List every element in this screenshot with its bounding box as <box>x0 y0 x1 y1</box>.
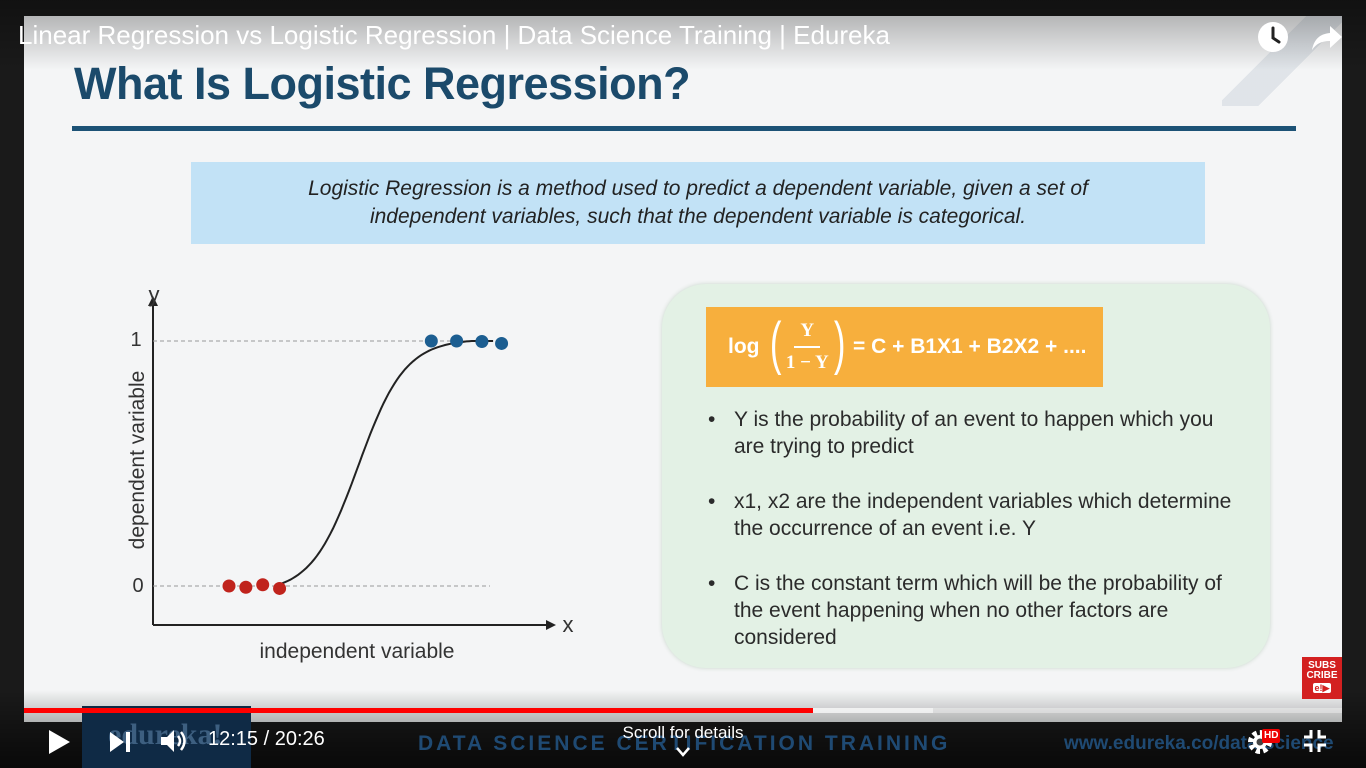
formula-rhs: = C + B1X1 + B2X2 + .... <box>853 335 1087 358</box>
x-axis-letter: x <box>563 612 574 637</box>
hd-badge: HD <box>1262 729 1281 743</box>
current-time: 12:15 <box>208 728 259 750</box>
share-icon[interactable] <box>1310 20 1344 54</box>
slide: What Is Logistic Regression? Logistic Re… <box>24 16 1342 722</box>
video-title[interactable]: Linear Regression vs Logistic Regression… <box>18 20 890 50</box>
subscribe-text: SUBS CRIBE <box>1306 660 1338 681</box>
formula-fraction: ( Y 1 − Y ) <box>769 311 846 376</box>
subscribe-tag: e!▶ <box>1312 683 1332 693</box>
top-gradient <box>0 0 1366 70</box>
sigmoid-curve <box>279 340 494 586</box>
explanation-box: log ( Y 1 − Y ) = C + B1X1 + B2X2 + ....… <box>662 284 1270 668</box>
logit-formula: log ( Y 1 − Y ) = C + B1X1 + B2X2 + .... <box>706 307 1103 387</box>
sigmoid-chart: 1 0 y x independent variable dependent v… <box>126 282 574 663</box>
x-axis <box>153 620 556 630</box>
data-points <box>222 334 509 595</box>
bullet-item: C is the constant term which will be the… <box>708 570 1248 651</box>
heading-rule <box>72 126 1296 131</box>
data-point-1-2 <box>475 334 489 348</box>
ytick-0: 0 <box>132 575 143 597</box>
data-point-1-0 <box>424 334 438 348</box>
y-axis-label: dependent variable <box>126 371 149 550</box>
ytick-1: 1 <box>130 329 141 351</box>
exit-fullscreen-icon[interactable] <box>1302 728 1328 754</box>
slide-heading: What Is Logistic Regression? <box>74 58 691 109</box>
watch-later-icon[interactable] <box>1256 20 1290 54</box>
formula-numerator: Y <box>794 320 821 348</box>
bullet-item: x1, x2 are the independent variables whi… <box>708 488 1248 542</box>
slide-banner-text: DATA SCIENCE CERTIFICATION TRAINING <box>418 732 951 755</box>
data-point-1-1 <box>450 334 464 348</box>
next-icon[interactable] <box>108 730 132 754</box>
bullet-item: Y is the probability of an event to happ… <box>708 406 1248 460</box>
formula-denominator: 1 − Y <box>785 352 829 373</box>
progress-bar[interactable] <box>24 708 1342 713</box>
time-display: 12:15 / 20:26 <box>208 728 325 750</box>
play-icon[interactable] <box>46 728 72 756</box>
y-axis-letter: y <box>149 282 160 307</box>
duration: 20:26 <box>274 728 325 750</box>
x-axis-label: independent variable <box>260 640 455 663</box>
y-axis <box>148 296 158 625</box>
data-point-0-1 <box>239 580 253 594</box>
volume-icon[interactable] <box>158 726 188 756</box>
data-point-0-3 <box>273 581 287 595</box>
chevron-down-icon[interactable] <box>675 745 691 759</box>
formula-log: log <box>728 335 760 358</box>
definition-box: Logistic Regression is a method used to … <box>191 162 1205 244</box>
progress-played <box>24 708 814 713</box>
subscribe-watermark[interactable]: SUBS CRIBE e!▶ <box>1302 657 1342 699</box>
bullet-list: Y is the probability of an event to happ… <box>708 406 1248 679</box>
scroll-for-details[interactable]: Scroll for details <box>622 723 744 742</box>
data-point-0-0 <box>222 579 236 593</box>
data-point-1-3 <box>495 336 509 350</box>
data-point-0-2 <box>256 578 270 592</box>
